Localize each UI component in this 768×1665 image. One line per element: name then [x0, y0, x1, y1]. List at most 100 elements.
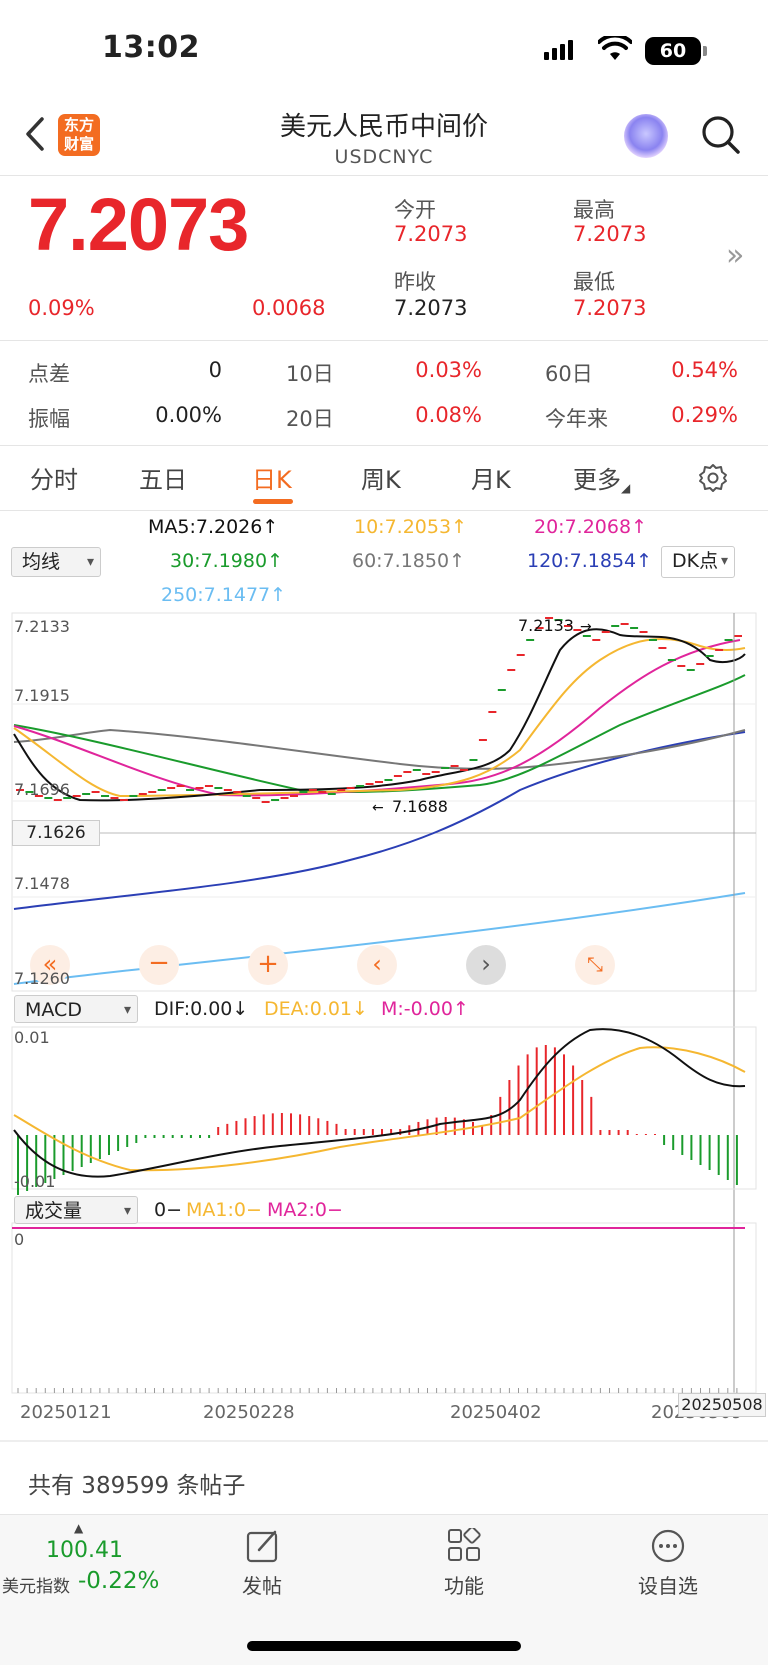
ma10-legend: 10:7.2053↑: [354, 516, 467, 538]
m-legend: M:-0.00↑: [381, 998, 469, 1020]
date-label: 20250121: [20, 1402, 112, 1423]
macd-axis-bottom: -0.01: [14, 1172, 56, 1191]
watchlist-more-icon[interactable]: [650, 1528, 686, 1564]
prev-close-label: 昨收: [394, 270, 436, 294]
price-axis-label: 7.1696: [14, 780, 70, 799]
tab-monthly-k[interactable]: 月K: [471, 466, 511, 494]
vol-ma2-legend: MA2:0−: [267, 1199, 343, 1221]
dollar-index-name[interactable]: 美元指数: [2, 1577, 70, 1597]
ytd-label: 今年来: [545, 407, 608, 431]
home-indicator: [247, 1641, 521, 1651]
crosshair-price-label: 7.1626: [12, 820, 100, 846]
search-icon[interactable]: [700, 114, 742, 156]
ma120-line: [13, 731, 746, 910]
instrument-code: USDCNYC: [334, 146, 434, 168]
low-value: 7.2073: [573, 296, 647, 320]
post-button[interactable]: 发帖: [242, 1574, 282, 1598]
change-amount: 0.0068: [252, 296, 326, 320]
zoom-in-button[interactable]: +: [248, 945, 288, 985]
d60-label: 60日: [545, 362, 593, 386]
high-label: 最高: [573, 198, 615, 222]
settings-gear-icon[interactable]: [698, 463, 728, 493]
battery-icon: 60: [645, 37, 707, 65]
ma10-line: [13, 637, 746, 798]
open-value: 7.2073: [394, 222, 468, 246]
bottom-toolbar: [0, 1514, 768, 1665]
vol-ma1-legend: MA1:0−: [186, 1199, 262, 1221]
ma30-line: [13, 674, 746, 794]
ma60-legend: 60:7.1850↑: [352, 550, 465, 572]
cellular-signal-icon: [544, 40, 576, 60]
dif-legend: DIF:0.00↓: [154, 998, 249, 1020]
ma5-line: [13, 628, 746, 802]
date-label: 20250402: [450, 1402, 542, 1423]
low-label: 最低: [573, 270, 615, 294]
tab-more[interactable]: 更多◢: [573, 460, 630, 495]
scroll-left-fast-button[interactable]: «: [30, 945, 70, 985]
tab-weekly-k[interactable]: 周K: [361, 466, 401, 494]
dollar-index-value[interactable]: 100.41: [46, 1538, 123, 1563]
fullscreen-button[interactable]: ⤡: [575, 945, 615, 985]
tab-daily-k[interactable]: 日K: [252, 466, 292, 494]
amplitude-label: 振幅: [28, 407, 70, 431]
wifi-icon: [598, 36, 632, 60]
tab-more-label: 更多: [573, 466, 621, 494]
divider: [0, 1440, 768, 1442]
macd-axis-top: 0.01: [14, 1028, 50, 1047]
price-axis-label: 7.1478: [14, 874, 70, 893]
zoom-out-button[interactable]: −: [139, 945, 179, 985]
features-button[interactable]: 功能: [444, 1574, 484, 1598]
ma30-legend: 30:7.1980↑: [170, 550, 283, 572]
status-time: 13:02: [102, 30, 200, 65]
d10-value: 0.03%: [415, 358, 482, 382]
ytd-value: 0.29%: [671, 403, 738, 427]
scroll-right-button[interactable]: ›: [466, 945, 506, 985]
divider: [0, 510, 768, 511]
d60-value: 0.54%: [671, 358, 738, 382]
d20-value: 0.08%: [415, 403, 482, 427]
high-annotation: 7.2133: [518, 616, 574, 635]
indicator-selector[interactable]: 均线: [11, 547, 101, 577]
low-annotation: 7.1688: [392, 797, 448, 816]
volume-selector[interactable]: 成交量: [14, 1196, 138, 1225]
volume-legend: 0−: [154, 1199, 183, 1221]
dollar-index-change[interactable]: -0.22%: [78, 1568, 160, 1594]
svg-text:→: →: [580, 619, 592, 635]
high-value: 7.2073: [573, 222, 647, 246]
ma20-legend: 20:7.2068↑: [534, 516, 647, 538]
crosshair-date-label: 20250508: [678, 1393, 766, 1417]
spread-value: 0: [208, 358, 222, 382]
assistant-robot-icon[interactable]: [624, 114, 668, 158]
dk-point-selector[interactable]: DK点: [661, 546, 735, 578]
tab-five-day[interactable]: 五日: [139, 466, 187, 494]
active-tab-indicator: [253, 499, 293, 504]
add-to-watchlist-button[interactable]: 设自选: [638, 1574, 698, 1598]
volume-axis-zero: 0: [14, 1230, 25, 1249]
d20-label: 20日: [286, 407, 334, 431]
spread-label: 点差: [28, 362, 70, 386]
tab-intraday[interactable]: 分时: [30, 466, 78, 494]
ma60-line: [13, 728, 746, 770]
dea-line: [13, 1046, 746, 1172]
current-price: 7.2073: [28, 183, 249, 266]
d10-label: 10日: [286, 362, 334, 386]
price-axis-label: 7.2133: [14, 617, 70, 636]
divider: [0, 175, 768, 176]
price-axis-label: 7.1915: [14, 686, 70, 705]
app-logo: 东方 财富: [58, 114, 100, 156]
divider: [0, 445, 768, 446]
expand-quote-icon[interactable]: »: [726, 238, 745, 273]
page-title: 美元人民币中间价: [279, 112, 488, 142]
dea-legend: DEA:0.01↓: [264, 998, 368, 1020]
ma20-line: [13, 639, 741, 797]
amplitude-value: 0.00%: [155, 403, 222, 427]
macd-selector[interactable]: MACD: [14, 995, 138, 1024]
scroll-left-button[interactable]: ‹: [357, 945, 397, 985]
open-label: 今开: [394, 198, 436, 222]
post-edit-icon[interactable]: [245, 1528, 281, 1564]
posts-count[interactable]: 共有 389599 条帖子: [28, 1473, 246, 1499]
divider: [0, 340, 768, 341]
more-triangle-icon: ◢: [621, 481, 631, 495]
features-grid-icon[interactable]: [447, 1528, 481, 1562]
back-icon[interactable]: [24, 116, 46, 152]
